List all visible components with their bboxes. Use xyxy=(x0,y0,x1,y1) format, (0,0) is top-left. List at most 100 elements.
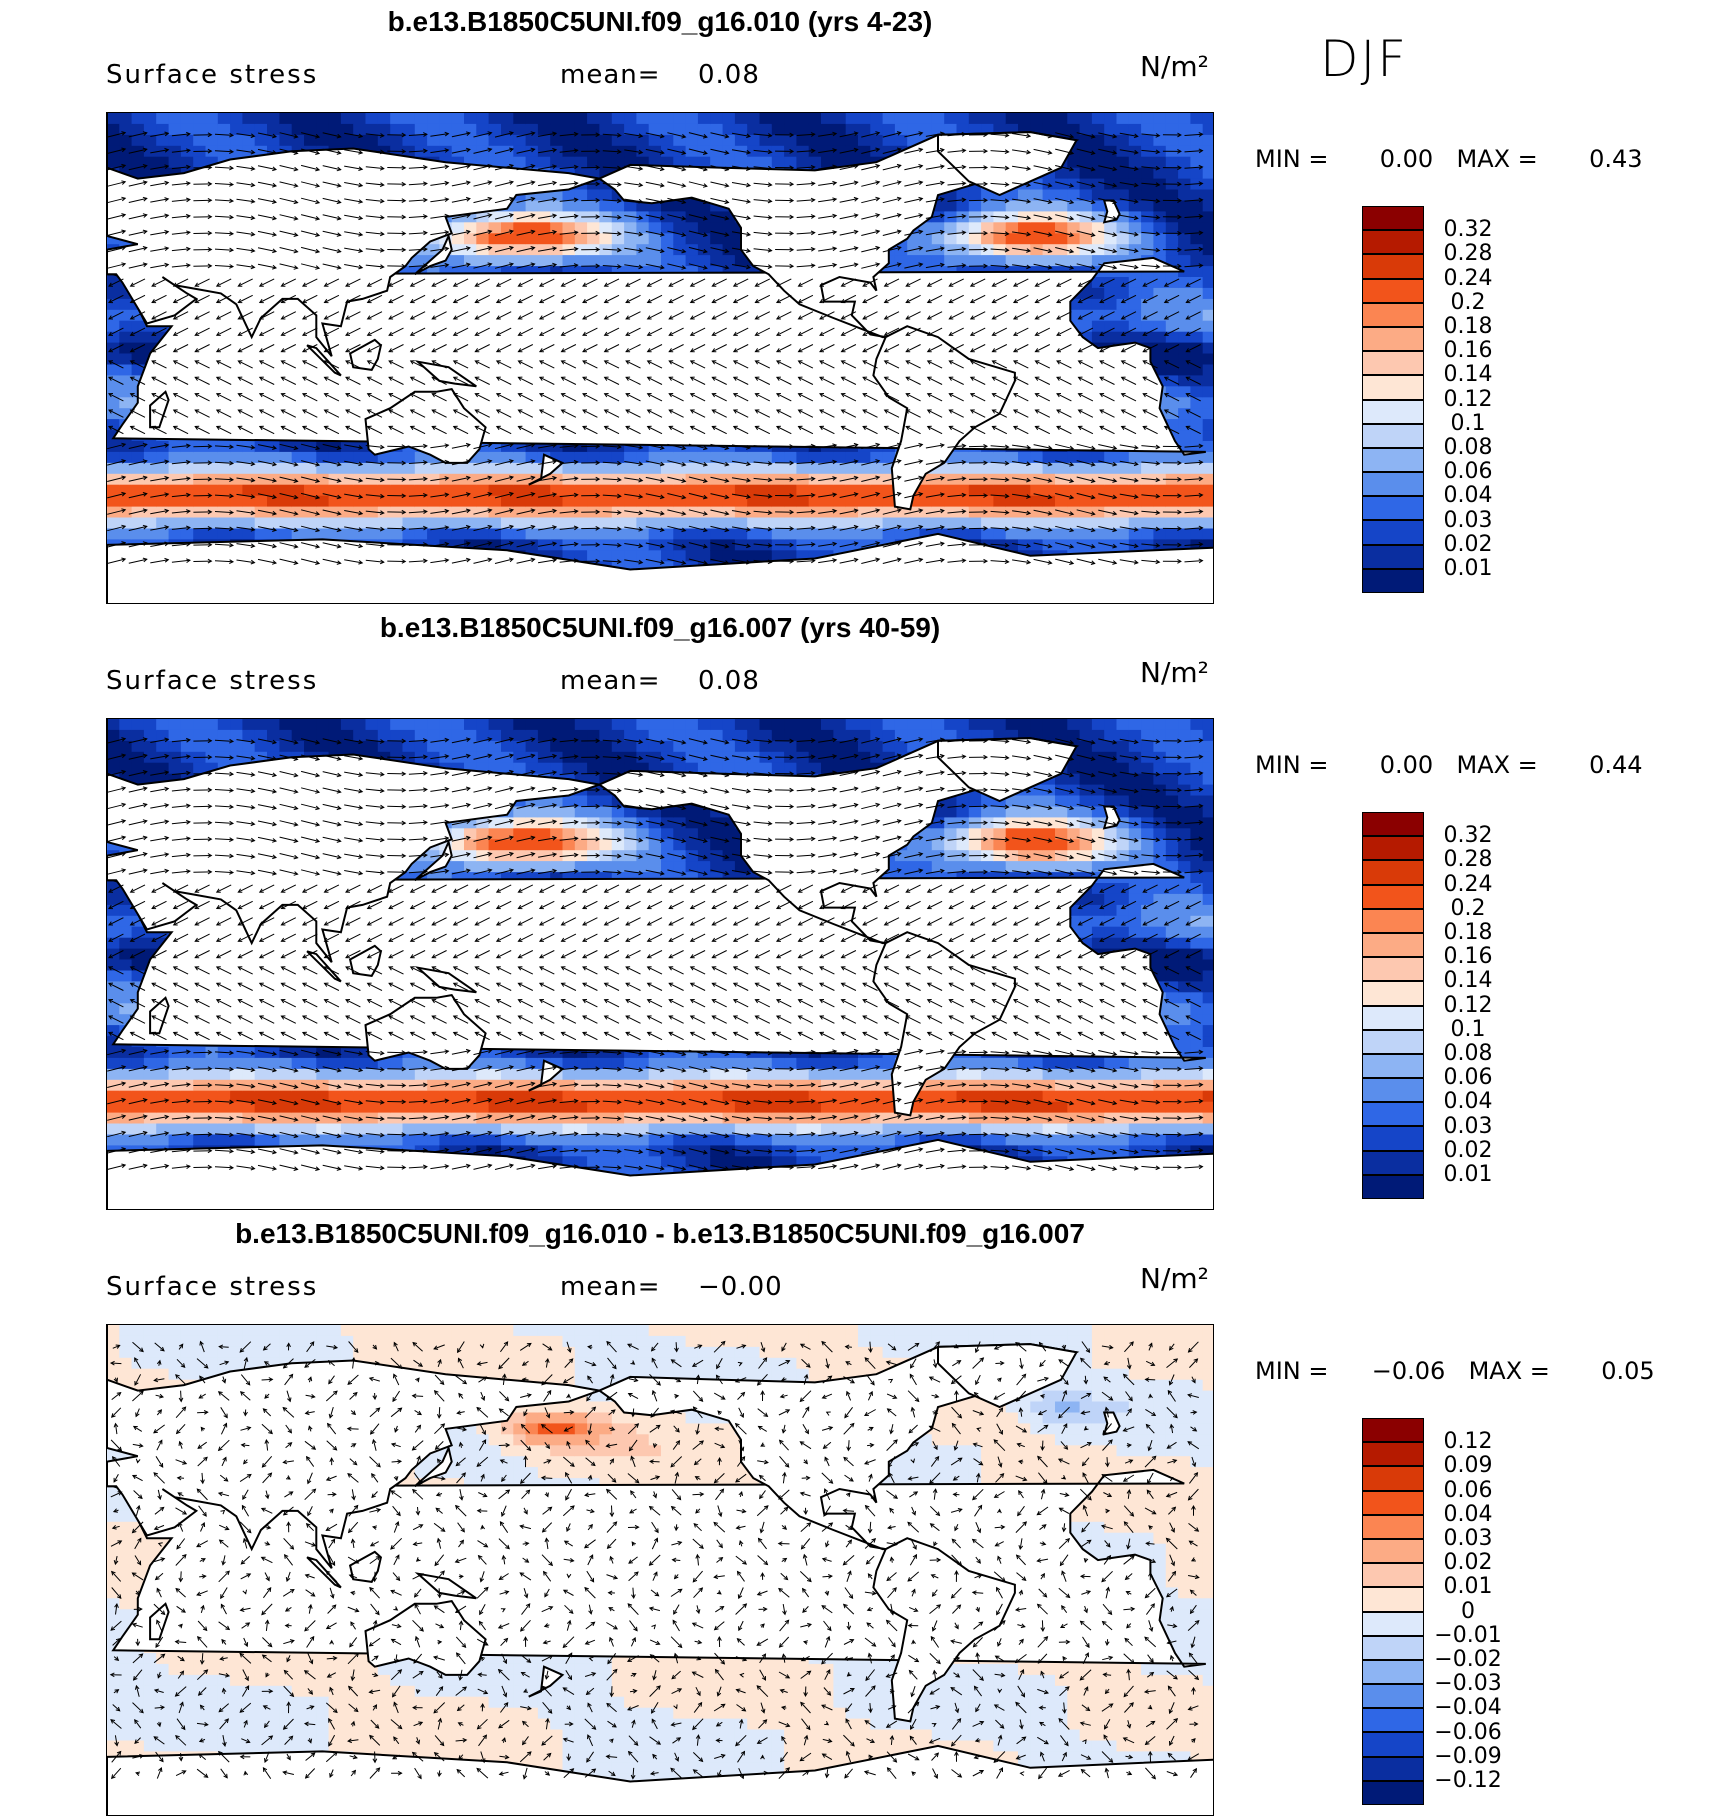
colorbar-tick-label: 0.01 xyxy=(1428,556,1508,581)
colorbar-segment xyxy=(1362,327,1424,351)
map-svg xyxy=(107,719,1214,1210)
colorbar-segment xyxy=(1362,1102,1424,1126)
min-label: MIN = xyxy=(1255,1357,1328,1385)
colorbar-tick-label: −0.12 xyxy=(1428,1768,1508,1793)
colorbar-tick-label: 0.16 xyxy=(1428,944,1508,969)
colorbar-segment xyxy=(1362,375,1424,399)
colorbar-tick-label: 0.1 xyxy=(1428,411,1508,436)
map-svg xyxy=(107,113,1214,604)
colorbar-tick-label: 0.03 xyxy=(1428,1114,1508,1139)
colorbar-segment xyxy=(1362,957,1424,981)
colorbar-tick-label: 0.01 xyxy=(1428,1574,1508,1599)
colorbar-segment xyxy=(1362,1563,1424,1587)
colorbar-tick-label: 0.12 xyxy=(1428,387,1508,412)
colorbar-segment xyxy=(1362,1126,1424,1150)
colorbar-segment xyxy=(1362,569,1424,593)
colorbar-tick-label: 0.1 xyxy=(1428,1017,1508,1042)
min-value: 0.00 xyxy=(1380,751,1433,779)
colorbar-tick-label: 0.18 xyxy=(1428,920,1508,945)
colorbar-tick-label: 0.08 xyxy=(1428,435,1508,460)
colorbar-tick-label: 0.16 xyxy=(1428,338,1508,363)
mean-label: mean= xyxy=(560,666,661,696)
max-label: MAX = xyxy=(1456,145,1537,173)
mean-label: mean= xyxy=(560,60,661,90)
colorbar-segment xyxy=(1362,254,1424,278)
units-label: N/m² xyxy=(1140,50,1209,83)
variable-label: Surface stress xyxy=(106,1272,318,1302)
colorbar-segment xyxy=(1362,1442,1424,1466)
colorbar-segment xyxy=(1362,860,1424,884)
colorbar-tick-label: 0.03 xyxy=(1428,1526,1508,1551)
min-value: 0.00 xyxy=(1380,145,1433,173)
max-value: 0.43 xyxy=(1589,145,1642,173)
colorbar-tick-label: 0.32 xyxy=(1428,823,1508,848)
mean-value: 0.08 xyxy=(698,60,760,90)
colorbar-segment xyxy=(1362,206,1424,230)
colorbar-tick-label: 0.04 xyxy=(1428,483,1508,508)
colorbar-segment xyxy=(1362,1030,1424,1054)
min-label: MIN = xyxy=(1255,751,1328,779)
max-label: MAX = xyxy=(1456,751,1537,779)
colorbar-segment xyxy=(1362,933,1424,957)
colorbar-tick-label: 0.12 xyxy=(1428,1429,1508,1454)
colorbar-tick-label: 0.06 xyxy=(1428,1065,1508,1090)
colorbar-tick-label: 0.02 xyxy=(1428,1550,1508,1575)
colorbar-segment xyxy=(1362,1078,1424,1102)
colorbar-tick-label: 0.18 xyxy=(1428,314,1508,339)
colorbar-segment xyxy=(1362,836,1424,860)
colorbar-segment xyxy=(1362,545,1424,569)
colorbar xyxy=(1362,1418,1424,1805)
colorbar-segment xyxy=(1362,1466,1424,1490)
colorbar xyxy=(1362,206,1424,593)
colorbar-segment xyxy=(1362,279,1424,303)
colorbar-segment xyxy=(1362,1515,1424,1539)
map-plot xyxy=(106,112,1214,604)
colorbar-tick-label: 0.2 xyxy=(1428,896,1508,921)
colorbar-tick-label: 0.02 xyxy=(1428,532,1508,557)
colorbar-segment xyxy=(1362,1660,1424,1684)
colorbar-segment xyxy=(1362,1151,1424,1175)
colorbar-tick-label: 0.28 xyxy=(1428,847,1508,872)
panel-1: b.e13.B1850C5UNI.f09_g16.010 (yrs 4-23) … xyxy=(0,0,1710,605)
colorbar-tick-label: 0.06 xyxy=(1428,1478,1508,1503)
colorbar-tick-label: 0.09 xyxy=(1428,1453,1508,1478)
colorbar-tick-label: 0.24 xyxy=(1428,266,1508,291)
colorbar-segment xyxy=(1362,1539,1424,1563)
panel-2: b.e13.B1850C5UNI.f09_g16.007 (yrs 40-59)… xyxy=(0,606,1710,1211)
min-max-readout: MIN = −0.06 MAX = 0.05 xyxy=(1255,1357,1655,1385)
min-max-readout: MIN = 0.00 MAX = 0.44 xyxy=(1255,751,1643,779)
colorbar-segment xyxy=(1362,812,1424,836)
colorbar-segment xyxy=(1362,981,1424,1005)
colorbar-tick-label: 0.14 xyxy=(1428,968,1508,993)
colorbar-segment xyxy=(1362,1708,1424,1732)
colorbar-tick-label: 0.28 xyxy=(1428,241,1508,266)
colorbar-segment xyxy=(1362,1684,1424,1708)
max-label: MAX = xyxy=(1469,1357,1550,1385)
colorbar-tick-label: 0 xyxy=(1428,1599,1508,1624)
colorbar-tick-label: 0.06 xyxy=(1428,459,1508,484)
colorbar-segment xyxy=(1362,1006,1424,1030)
colorbar-tick-label: −0.06 xyxy=(1428,1720,1508,1745)
panel-title: b.e13.B1850C5UNI.f09_g16.010 - b.e13.B18… xyxy=(106,1218,1214,1250)
colorbar-segment xyxy=(1362,1732,1424,1756)
max-value: 0.44 xyxy=(1589,751,1642,779)
colorbar-tick-label: 0.32 xyxy=(1428,217,1508,242)
colorbar-tick-label: 0.03 xyxy=(1428,508,1508,533)
mean-value: 0.08 xyxy=(698,666,760,696)
colorbar-segment xyxy=(1362,448,1424,472)
colorbar-segment xyxy=(1362,1054,1424,1078)
colorbar-tick-label: −0.04 xyxy=(1428,1695,1508,1720)
colorbar-segment xyxy=(1362,1757,1424,1781)
colorbar-segment xyxy=(1362,472,1424,496)
colorbar-segment xyxy=(1362,1781,1424,1805)
map-plot xyxy=(106,1324,1214,1816)
mean-value: −0.00 xyxy=(698,1272,783,1302)
colorbar-segment xyxy=(1362,909,1424,933)
max-value: 0.05 xyxy=(1601,1357,1654,1385)
variable-label: Surface stress xyxy=(106,666,318,696)
panel-title: b.e13.B1850C5UNI.f09_g16.007 (yrs 40-59) xyxy=(106,612,1214,644)
colorbar-tick-label: −0.01 xyxy=(1428,1623,1508,1648)
colorbar-tick-label: 0.2 xyxy=(1428,290,1508,315)
colorbar-tick-label: −0.09 xyxy=(1428,1744,1508,1769)
colorbar-segment xyxy=(1362,1491,1424,1515)
